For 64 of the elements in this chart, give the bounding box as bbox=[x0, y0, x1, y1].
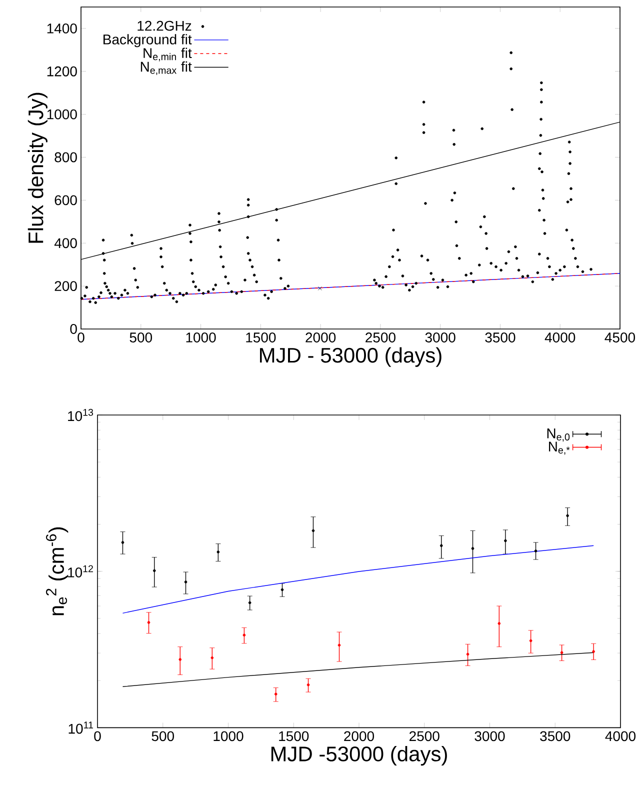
x-tick-label: 4000 bbox=[605, 731, 636, 742]
point bbox=[210, 656, 214, 660]
x-tick-label: 0 bbox=[94, 731, 101, 742]
point bbox=[184, 580, 188, 584]
y-tick-label: 10$^{11}$ bbox=[68, 722, 93, 734]
x-tick-label: 1000 bbox=[186, 332, 216, 342]
point bbox=[147, 621, 150, 624]
point bbox=[248, 601, 252, 604]
point bbox=[274, 692, 278, 696]
x-tick-label: 3500 bbox=[540, 731, 570, 742]
x-axis-title: MJD - 53000 (days) bbox=[260, 347, 442, 367]
x-tick-label: 3000 bbox=[425, 332, 456, 342]
x-tick-label: 4000 bbox=[544, 332, 576, 342]
point bbox=[566, 514, 569, 518]
y-tick-label: 200 bbox=[54, 281, 77, 292]
point bbox=[306, 683, 310, 686]
y-tick-label: 1400 bbox=[47, 23, 77, 34]
y-tick-label: 0 bbox=[70, 324, 77, 334]
x-tick-label: 3000 bbox=[474, 731, 505, 742]
point bbox=[216, 550, 220, 554]
point bbox=[560, 651, 564, 654]
y-axis-title: n$_{e}$$^{2}$ (cm$^{-6}$) bbox=[46, 527, 68, 616]
x-tick-label: 1000 bbox=[214, 731, 244, 742]
point bbox=[534, 550, 538, 552]
x-tick-label: 2500 bbox=[410, 731, 440, 742]
point bbox=[529, 639, 532, 642]
legend-label: N$_{e,max}$ fit bbox=[140, 61, 192, 75]
point bbox=[498, 622, 501, 625]
legend-label: N$_{e,*}$ bbox=[549, 442, 570, 455]
point bbox=[466, 652, 470, 656]
point bbox=[178, 658, 182, 661]
y-tick-label: 800 bbox=[54, 152, 77, 162]
y-axis-title: Flux density (Jy) bbox=[28, 92, 48, 243]
point bbox=[440, 544, 443, 548]
x-tick-label: 500 bbox=[130, 332, 152, 342]
point bbox=[242, 634, 246, 636]
y-tick-label: 600 bbox=[54, 195, 77, 206]
x-tick-label: 2000 bbox=[344, 731, 374, 742]
y-tick-label: 400 bbox=[54, 238, 77, 248]
point bbox=[338, 644, 341, 647]
x-tick-label: 4500 bbox=[604, 332, 636, 342]
y-tick-label: 1200 bbox=[47, 66, 77, 76]
point bbox=[504, 539, 507, 542]
x-tick-label: 3500 bbox=[485, 332, 516, 342]
x-tick-label: 1500 bbox=[279, 731, 309, 742]
line-series bbox=[122, 545, 594, 614]
point bbox=[280, 588, 284, 592]
point bbox=[312, 529, 315, 532]
x-tick-label: 2500 bbox=[366, 332, 396, 342]
legend-label: 12.2GHz bbox=[138, 20, 192, 31]
point bbox=[121, 541, 124, 544]
x-tick-label: 1500 bbox=[246, 332, 276, 342]
y-tick-label: 10$^{12}$ bbox=[68, 565, 93, 578]
legend-label: Background fit bbox=[104, 34, 192, 48]
y-tick-label: 1000 bbox=[47, 109, 77, 120]
point bbox=[471, 547, 474, 550]
point bbox=[592, 650, 595, 653]
x-tick-label: 2000 bbox=[306, 332, 336, 342]
x-tick-label: 500 bbox=[152, 731, 174, 742]
legend-label: N$_{e,min}$ fit bbox=[144, 48, 192, 62]
x-axis-title: MJD -53000 (days) bbox=[271, 746, 447, 766]
y-tick-label: 10$^{13}$ bbox=[68, 408, 94, 422]
legend-label: N$_{e,0}$ bbox=[547, 428, 570, 442]
point bbox=[152, 569, 156, 572]
